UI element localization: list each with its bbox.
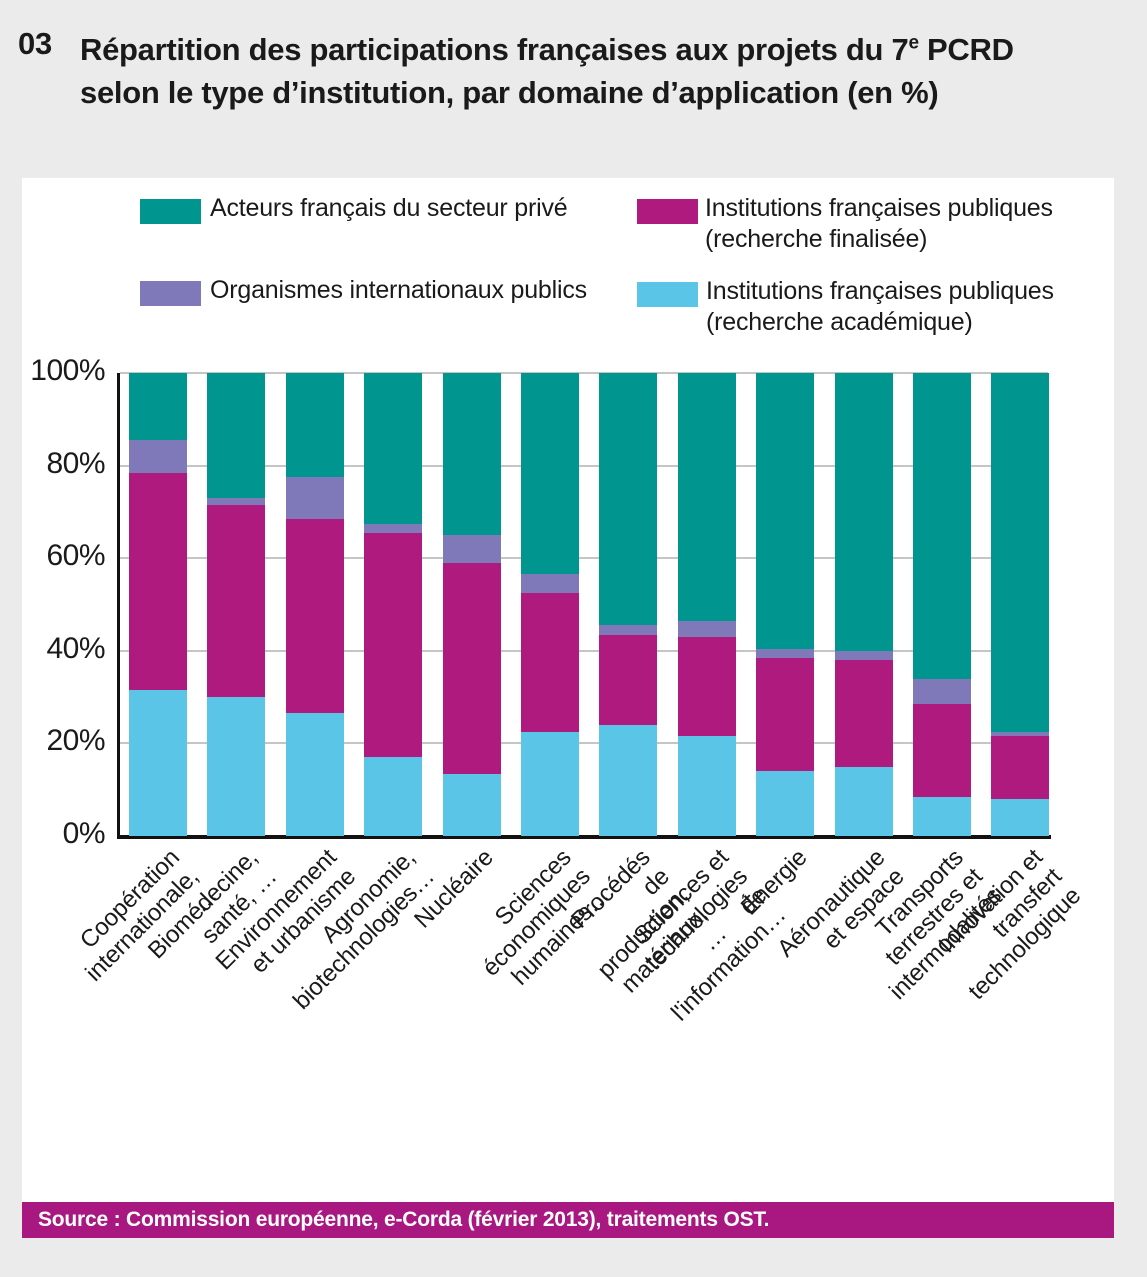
title-line1: Répartition des participations française… xyxy=(80,32,1014,68)
legend-label-finalisee: Institutions françaises publiques (reche… xyxy=(705,194,1053,253)
bar-segment-internationaux xyxy=(285,477,344,519)
bar-segment-internationaux xyxy=(364,523,423,533)
legend-swatch-prive xyxy=(140,199,201,224)
y-tick-label-100: 100% xyxy=(30,354,105,387)
legend-swatch-finalisee xyxy=(637,199,698,224)
legend-label-academique: Institutions françaises publiques (reche… xyxy=(706,277,1054,336)
y-tick-label-80: 80% xyxy=(46,446,105,480)
bar-segment-academique xyxy=(834,766,893,836)
bar-segment-academique xyxy=(913,796,971,836)
title-line2: selon le type d’institution, par domaine… xyxy=(80,75,939,111)
bar-segment-prive xyxy=(913,373,971,679)
bar-segment-internationaux xyxy=(521,574,579,593)
bar-segment-academique xyxy=(364,757,423,836)
figure-number: 03 xyxy=(18,26,52,61)
bar-7 xyxy=(599,373,658,836)
y-axis-line xyxy=(117,373,120,836)
bar-10 xyxy=(834,373,893,836)
bar-segment-finalisee xyxy=(991,736,1050,799)
bar-segment-finalisee xyxy=(834,660,893,767)
bar-segment-internationaux xyxy=(756,648,815,658)
legend-swatch-internationaux xyxy=(140,281,201,306)
y-axis-tick-labels: 0% 20% 40% 60% 80% 100% xyxy=(30,356,105,849)
x-axis-line xyxy=(117,835,1051,839)
bar-8 xyxy=(677,373,736,836)
bar-segment-academique xyxy=(677,736,736,836)
bar-segment-finalisee xyxy=(756,657,815,772)
bar-segment-finalisee xyxy=(521,592,579,732)
bar-segment-finalisee xyxy=(207,504,266,698)
bar-6 xyxy=(521,373,579,836)
bar-segment-finalisee xyxy=(599,634,658,725)
source-text: Source : Commission européenne, e-Corda … xyxy=(38,1208,770,1231)
bar-segment-internationaux xyxy=(599,625,658,635)
plot-area xyxy=(117,372,1051,839)
bar-segment-academique xyxy=(756,771,815,836)
bar-segment-finalisee xyxy=(129,472,187,691)
bar-segment-academique xyxy=(599,724,658,836)
bar-segment-academique xyxy=(285,713,344,836)
gridline-60 xyxy=(120,557,1048,560)
gridline-40 xyxy=(120,649,1048,652)
bar-segment-internationaux xyxy=(129,440,187,473)
gridline-20 xyxy=(120,742,1048,745)
bar-4 xyxy=(364,373,423,836)
legend-label-internationaux: Organismes internationaux publics xyxy=(210,276,587,304)
gridline-80 xyxy=(120,464,1048,467)
bar-segment-prive xyxy=(442,373,501,536)
page-header: 03 Répartition des participations frança… xyxy=(18,22,1014,114)
bar-segment-prive xyxy=(285,373,344,478)
bar-segment-prive xyxy=(521,373,579,575)
bar-segment-prive xyxy=(207,373,266,499)
bar-segment-prive xyxy=(364,373,423,524)
y-tick-label-60: 60% xyxy=(46,539,105,573)
bar-segment-prive xyxy=(834,373,893,651)
y-tick-label-40: 40% xyxy=(46,631,105,665)
y-tick-label-20: 20% xyxy=(46,724,105,758)
bar-9 xyxy=(756,373,815,836)
bar-segment-finalisee xyxy=(442,562,501,774)
bar-11 xyxy=(913,373,971,836)
bar-segment-academique xyxy=(129,690,187,836)
gridline-100 xyxy=(120,372,1048,374)
superscript-e: e xyxy=(908,33,919,54)
legend-swatch-academique xyxy=(637,282,698,307)
bar-12 xyxy=(991,373,1050,836)
bar-segment-finalisee xyxy=(364,532,423,758)
bar-segment-internationaux xyxy=(834,650,893,661)
x-axis-category-labels: Coopération internationale, … Biomédecine… xyxy=(75,842,1086,1232)
bar-3 xyxy=(285,373,344,836)
bar-segment-internationaux xyxy=(442,535,501,563)
bar-segment-academique xyxy=(207,697,266,836)
chart-panel: Acteurs français du secteur privé Instit… xyxy=(22,178,1114,1238)
bar-segment-prive xyxy=(991,373,1050,732)
legend-label-prive: Acteurs français du secteur privé xyxy=(210,194,568,222)
bar-segment-academique xyxy=(521,731,579,836)
bar-segment-prive xyxy=(599,373,658,626)
page-title: Répartition des participations française… xyxy=(80,22,1014,114)
bar-segment-internationaux xyxy=(207,498,266,505)
bar-segment-finalisee xyxy=(913,704,971,797)
bar-segment-prive xyxy=(756,373,815,649)
source-bar: Source : Commission européenne, e-Corda … xyxy=(22,1202,1114,1238)
bar-1 xyxy=(129,373,187,836)
bar-segment-internationaux xyxy=(677,620,736,637)
bar-segment-finalisee xyxy=(285,518,344,714)
bar-segment-finalisee xyxy=(677,636,736,737)
bar-segment-academique xyxy=(442,773,501,836)
bar-segment-internationaux xyxy=(991,731,1050,737)
bar-2 xyxy=(207,373,266,836)
bar-segment-internationaux xyxy=(913,678,971,705)
y-tick-label-0: 0% xyxy=(62,817,106,850)
bar-segment-prive xyxy=(677,373,736,621)
bar-segment-prive xyxy=(129,373,187,441)
bar-segment-academique xyxy=(991,798,1050,836)
bar-5 xyxy=(442,373,501,836)
